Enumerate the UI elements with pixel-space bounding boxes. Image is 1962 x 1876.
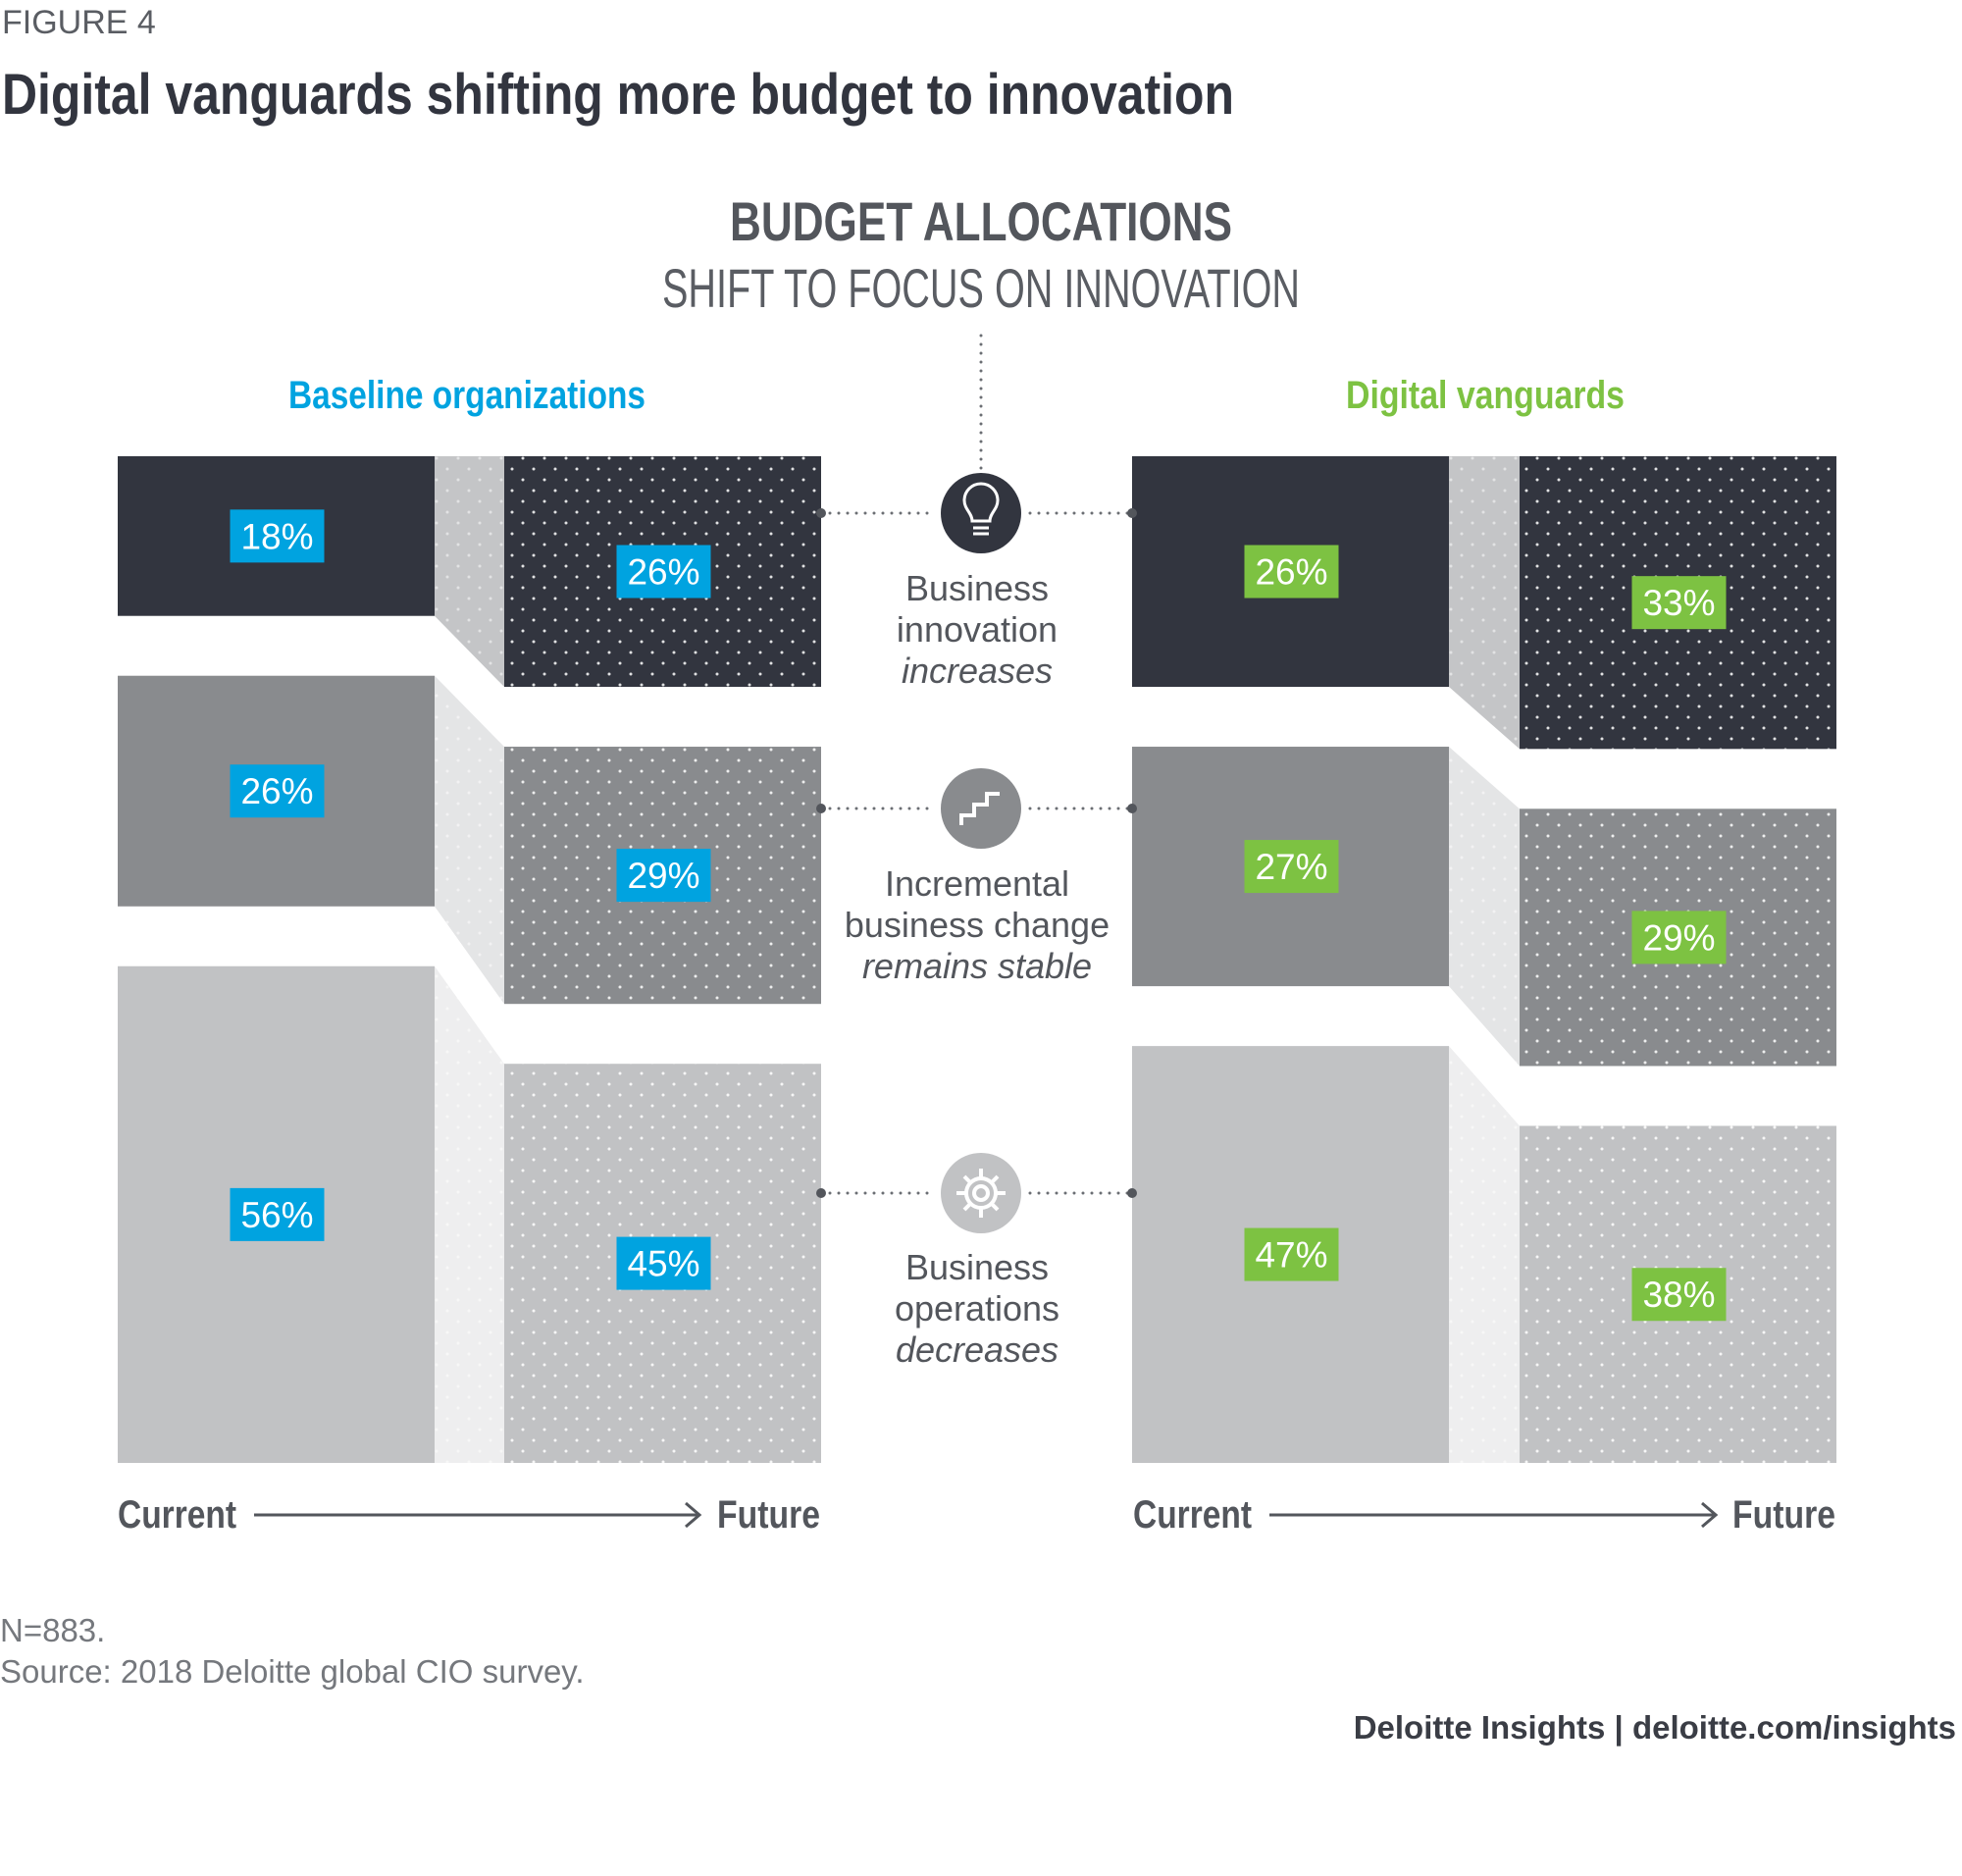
connector-texture <box>435 675 504 1005</box>
data-label-current-operations: 47% <box>1255 1235 1327 1276</box>
trend-line2: business change <box>845 905 1110 945</box>
connector-dot <box>816 508 826 518</box>
data-label-current-incremental: 27% <box>1255 847 1327 887</box>
axis-vanguards: Current Future <box>1133 1493 1835 1537</box>
value-badge-current-incremental <box>230 764 325 818</box>
footer-source: Source: 2018 Deloitte global CIO survey. <box>0 1653 585 1690</box>
footer-note: N=883. <box>0 1612 105 1648</box>
blocks-layer: 18% 26% 26% 29% 56% 45% 26% 33% 27% 29% 47% 38% <box>118 456 1836 1463</box>
value-badge-future-operations <box>616 1236 711 1290</box>
data-label-future-operations: 45% <box>627 1244 699 1284</box>
trend-direction: decreases <box>896 1329 1058 1370</box>
value-badge-future-incremental <box>616 849 711 903</box>
connector-texture <box>1449 747 1520 1067</box>
connector-dot <box>1127 508 1137 518</box>
connector-dot <box>816 1188 826 1198</box>
connector-dot <box>1127 804 1137 813</box>
connector-texture <box>435 965 504 1463</box>
lightbulb-icon <box>941 473 1021 553</box>
value-badge-current-incremental <box>1244 840 1339 894</box>
connector-dot <box>816 804 826 813</box>
data-label-future-operations: 38% <box>1642 1275 1715 1315</box>
trend-label-innovation: Business innovation increases <box>897 568 1058 691</box>
footer-brand[interactable]: Deloitte Insights | deloitte.com/insight… <box>1354 1709 1956 1746</box>
stairs-icon <box>941 768 1021 849</box>
trend-line2: innovation <box>897 609 1058 650</box>
arrow-head-icon <box>685 1501 702 1529</box>
data-label-future-innovation: 26% <box>627 552 699 593</box>
value-badge-current-operations <box>230 1187 325 1241</box>
data-label-future-incremental: 29% <box>627 856 699 896</box>
value-badge-current-innovation <box>230 509 325 563</box>
group-label-baseline: Baseline organizations <box>288 374 645 417</box>
trend-line1: Incremental <box>885 863 1069 904</box>
axis-start-label: Current <box>118 1493 236 1537</box>
figure-label: FIGURE 4 <box>2 4 156 41</box>
gear-icon <box>941 1153 1021 1233</box>
trend-label-operations: Business operations decreases <box>895 1247 1059 1370</box>
value-badge-current-operations <box>1244 1227 1339 1281</box>
axis-end-label: Future <box>717 1493 820 1537</box>
group-label-vanguards: Digital vanguards <box>1346 374 1625 417</box>
axis-end-label: Future <box>1732 1493 1835 1537</box>
axis-baseline: Current Future <box>118 1493 820 1537</box>
chart-subtitle: SHIFT TO FOCUS ON INNOVATION <box>662 257 1300 319</box>
trend-line2: operations <box>895 1288 1059 1329</box>
trend-line1: Business <box>905 1247 1049 1287</box>
trend-label-incremental: Incremental business change remains stab… <box>845 863 1110 986</box>
trend-direction: increases <box>902 651 1053 691</box>
axis-start-label: Current <box>1133 1493 1252 1537</box>
figure-title: Digital vanguards shifting more budget t… <box>2 63 1234 127</box>
data-label-current-innovation: 26% <box>1255 552 1327 593</box>
data-label-future-incremental: 29% <box>1642 917 1715 958</box>
value-badge-current-innovation <box>1244 545 1339 599</box>
arrow-head-icon <box>1701 1501 1719 1529</box>
connector-texture <box>1449 1046 1520 1463</box>
data-label-current-incremental: 26% <box>240 771 313 811</box>
trend-direction: remains stable <box>862 946 1092 986</box>
trend-connectors <box>816 508 1137 1198</box>
value-badge-future-innovation <box>616 545 711 599</box>
connector-texture <box>435 456 504 688</box>
connector-dot <box>1127 1188 1137 1198</box>
trend-line1: Business <box>905 568 1049 608</box>
data-label-current-innovation: 18% <box>240 516 313 556</box>
value-badge-future-innovation <box>1631 576 1727 630</box>
value-badge-future-operations <box>1631 1268 1727 1322</box>
chart-title: BUDGET ALLOCATIONS <box>730 190 1232 252</box>
value-badge-future-incremental <box>1631 911 1727 964</box>
data-label-current-operations: 56% <box>240 1195 313 1235</box>
data-label-future-innovation: 33% <box>1642 583 1715 623</box>
connector-texture <box>1449 456 1520 750</box>
